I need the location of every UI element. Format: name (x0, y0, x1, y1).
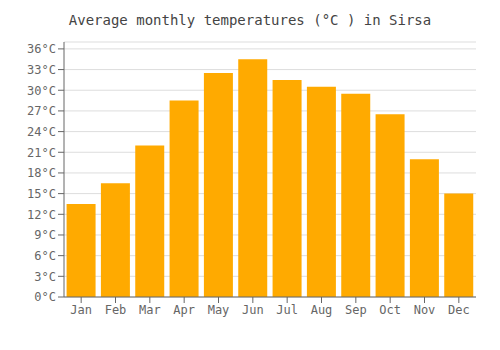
svg-text:Mar: Mar (139, 303, 161, 317)
svg-text:May: May (208, 303, 230, 317)
svg-text:33°C: 33°C (27, 63, 56, 77)
svg-text:21°C: 21°C (27, 146, 56, 160)
svg-text:3°C: 3°C (34, 270, 56, 284)
svg-text:24°C: 24°C (27, 125, 56, 139)
svg-text:Dec: Dec (448, 303, 470, 317)
svg-text:Apr: Apr (173, 303, 195, 317)
svg-text:36°C: 36°C (27, 42, 56, 56)
svg-text:9°C: 9°C (34, 228, 56, 242)
svg-text:Sep: Sep (345, 303, 367, 317)
svg-text:0°C: 0°C (34, 290, 56, 304)
svg-text:12°C: 12°C (27, 208, 56, 222)
svg-text:Jun: Jun (242, 303, 264, 317)
svg-text:15°C: 15°C (27, 187, 56, 201)
svg-text:Nov: Nov (414, 303, 436, 317)
svg-text:18°C: 18°C (27, 166, 56, 180)
svg-text:Aug: Aug (311, 303, 333, 317)
svg-text:30°C: 30°C (27, 84, 56, 98)
svg-text:Jul: Jul (276, 303, 298, 317)
svg-text:Oct: Oct (379, 303, 401, 317)
svg-text:27°C: 27°C (27, 104, 56, 118)
svg-text:Jan: Jan (70, 303, 92, 317)
svg-text:6°C: 6°C (34, 249, 56, 263)
svg-text:Feb: Feb (105, 303, 127, 317)
html-text:Average monthly temperatures (: Average monthly temperatures (°C ) in Si… (68, 12, 432, 28)
